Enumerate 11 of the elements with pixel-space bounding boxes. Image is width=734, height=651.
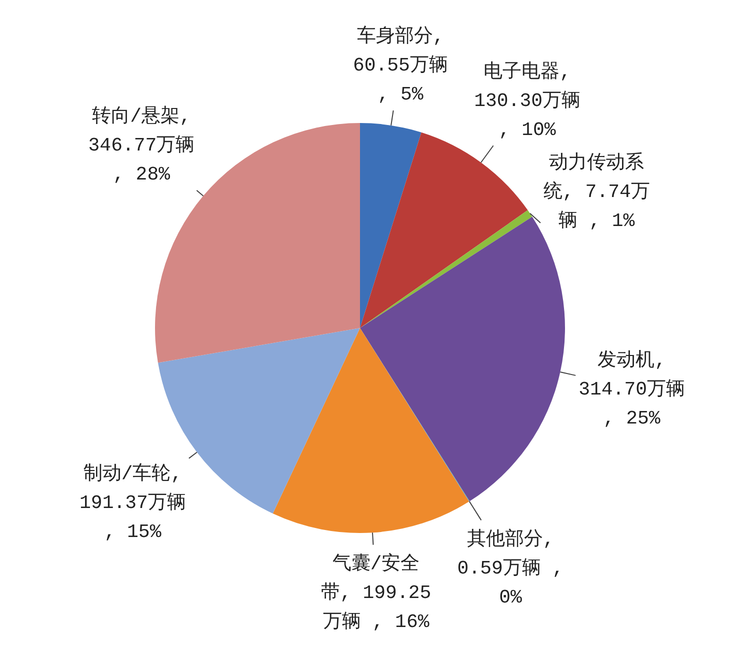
slice-label: 电子电器, 130.30万辆 , 10% (474, 60, 581, 141)
slice-label: 制动/车轮, 191.37万辆 , 15% (80, 462, 186, 543)
pie-slice (272, 328, 470, 533)
pie-slice (360, 123, 422, 328)
slice-label: 气囊/安全带, 199.25万辆 , 16% (320, 552, 432, 634)
pie-slice (360, 210, 532, 328)
slice-label: 发动机, 314.70万辆 , 25% (578, 350, 686, 430)
slice-label: 车身部分, 60.55万辆 , 5% (352, 24, 448, 106)
slice-label: 动力传动系统, 7.74万辆 , 1% (543, 152, 650, 232)
slice-label: 转向/悬架, 346.77万辆 , 28% (88, 106, 195, 186)
slice-label: 其他部分, 0.59万辆 , 0% (457, 528, 564, 609)
